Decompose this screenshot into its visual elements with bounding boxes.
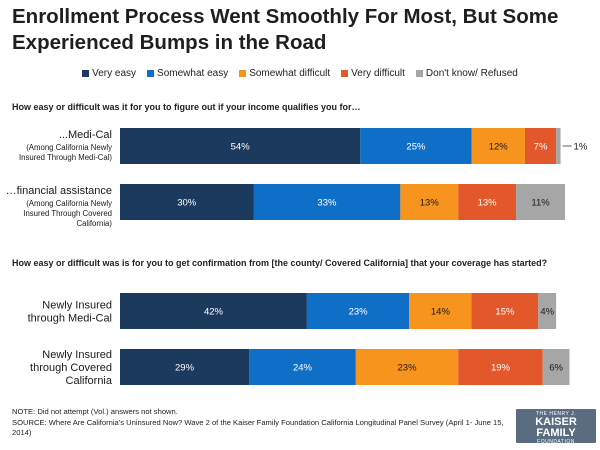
category-sublabel: (Among California Newly <box>26 199 112 208</box>
kff-logo: THE HENRY J. KAISER FAMILY FOUNDATION <box>516 409 596 445</box>
legend-swatch <box>82 70 90 77</box>
category-sublabel: Insured Through Medi-Cal) <box>19 153 112 162</box>
question-confirmation: How easy or difficult was is for you to … <box>12 258 548 268</box>
bar-segment <box>400 184 459 220</box>
bar-segment <box>120 293 307 329</box>
logo-line2: KAISER <box>535 416 577 428</box>
data-label: 4% <box>540 307 554 318</box>
legend-label: Somewhat difficult <box>249 68 331 79</box>
bar-segment <box>458 349 543 385</box>
data-label: 15% <box>495 307 515 318</box>
chart-title: Enrollment Process Went Smoothly For Mos… <box>12 5 559 54</box>
bar-segment <box>253 184 401 220</box>
bar-segment <box>120 349 250 385</box>
legend-item: Very difficult <box>341 68 405 79</box>
legend-item: Very easy <box>82 68 136 79</box>
legend: Very easy Somewhat easy Somewhat difficult… <box>0 68 600 79</box>
data-label: 30% <box>177 198 197 209</box>
legend-swatch <box>341 70 349 77</box>
bar-segment <box>542 349 570 385</box>
source-text: SOURCE: Where Are California's Uninsured… <box>12 417 504 438</box>
stacked-bar-chart: 54% 25% 12% 7% 1% ...Medi-Cal (Among Californi… <box>6 128 588 387</box>
data-label: 42% <box>204 307 224 318</box>
bar-segment <box>360 128 472 164</box>
legend-swatch <box>415 70 423 77</box>
bar-segment <box>355 349 459 385</box>
category-sublabel: California) <box>76 219 112 228</box>
logo-line4: FOUNDATION <box>537 439 575 445</box>
legend-swatch <box>239 70 247 77</box>
data-label: 33% <box>317 198 337 209</box>
legend-label: Somewhat easy <box>157 68 229 79</box>
category-label: ...Medi-Cal <box>59 129 112 141</box>
category-label: …financial assistance <box>6 185 112 197</box>
data-label: 24% <box>293 363 313 374</box>
bar-segment <box>409 293 472 329</box>
data-label: 12% <box>489 142 509 153</box>
legend-label: Don't know/ Refused <box>425 68 518 79</box>
logo-line3: FAMILY <box>536 427 576 439</box>
bar-segment <box>471 293 539 329</box>
bar-segment <box>556 128 561 164</box>
legend-swatch <box>147 70 155 77</box>
data-label: 54% <box>231 142 251 153</box>
legend-item: Somewhat difficult <box>239 68 330 79</box>
category-label: Newly Insured <box>42 300 112 312</box>
category-sublabel: (Among California Newly <box>26 143 112 152</box>
data-label: 13% <box>420 198 440 209</box>
category-label: Newly Insured <box>42 349 112 361</box>
category-label: California <box>66 375 113 387</box>
question-income: How easy or difficult was it for you to … <box>12 102 361 112</box>
data-label: 23% <box>398 363 418 374</box>
footnote: NOTE: Did not attempt (Vol.) answers not… <box>12 407 504 439</box>
legend-label: Very difficult <box>351 68 405 79</box>
category-label: through Covered <box>30 362 112 374</box>
data-label: 29% <box>175 363 195 374</box>
bar-segment <box>538 293 557 329</box>
legend-item: Don't know/ Refused <box>415 68 518 79</box>
data-label: 6% <box>549 363 563 374</box>
bar-segment <box>516 184 565 220</box>
bar-segment <box>471 128 525 164</box>
data-label: 13% <box>478 198 498 209</box>
bar-segment <box>524 128 557 164</box>
data-label: 23% <box>349 307 369 318</box>
bar-segment <box>120 128 361 164</box>
outside-data-label: 1% <box>574 142 588 153</box>
note-text: NOTE: Did not attempt (Vol.) answers not… <box>12 407 178 416</box>
data-label: 11% <box>531 198 550 209</box>
bar-segment <box>458 184 517 220</box>
category-label: through Medi-Cal <box>28 313 112 325</box>
bar-segment <box>120 184 254 220</box>
bar-segment <box>306 293 410 329</box>
legend-item: Somewhat easy <box>147 68 228 79</box>
data-label: 19% <box>491 363 511 374</box>
bar-segment <box>249 349 356 385</box>
data-label: 14% <box>431 307 451 318</box>
data-label: 7% <box>534 142 548 153</box>
data-label: 25% <box>406 142 426 153</box>
category-sublabel: Insured Through Covered <box>23 209 112 218</box>
logo-line1: THE HENRY J. <box>536 411 576 417</box>
legend-label: Very easy <box>92 68 137 79</box>
